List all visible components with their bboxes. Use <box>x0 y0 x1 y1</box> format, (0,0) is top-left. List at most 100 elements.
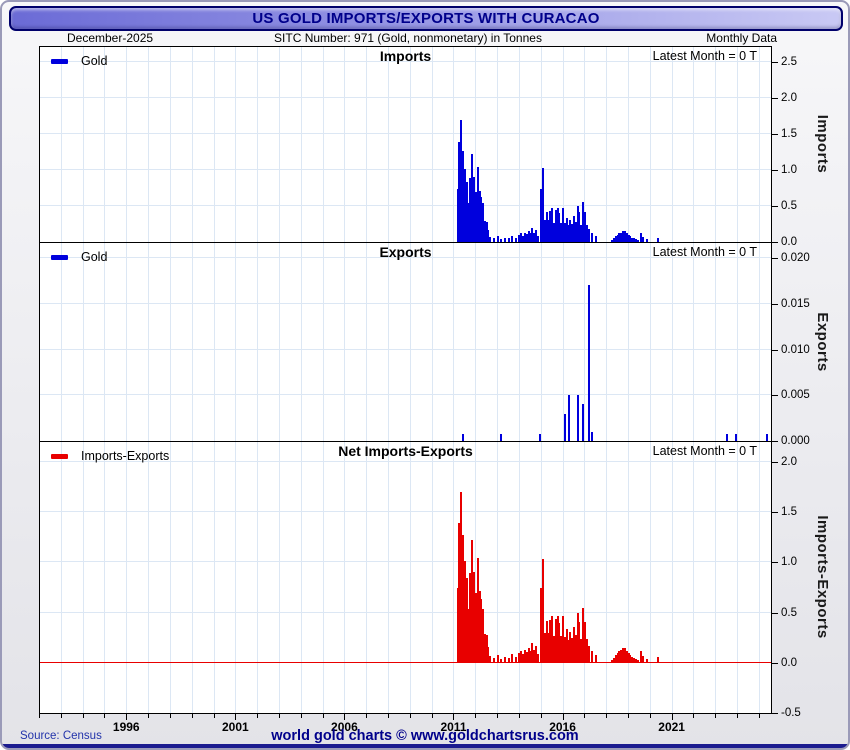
bar <box>536 235 539 242</box>
bar <box>642 655 645 663</box>
bar <box>522 235 525 242</box>
bar <box>483 221 486 242</box>
bar <box>612 657 615 663</box>
bar <box>554 618 557 663</box>
bar <box>465 578 468 663</box>
bar <box>567 225 570 242</box>
y-tick-label: 0.015 <box>781 297 810 310</box>
bar <box>492 238 495 242</box>
bar <box>478 591 481 663</box>
header-sitc-number: SITC Number: 971 (Gold, nonmonetary) in … <box>274 31 542 45</box>
x-axis-tick <box>148 714 150 718</box>
gridline-vertical <box>82 442 84 713</box>
bar <box>583 212 586 242</box>
bar <box>627 652 630 663</box>
bar <box>574 634 577 663</box>
x-axis-tick <box>475 714 477 718</box>
bar <box>471 540 474 663</box>
bar <box>531 227 534 242</box>
bar <box>580 224 583 242</box>
x-axis-tick <box>388 714 390 718</box>
y-axis-tick <box>771 441 778 442</box>
gridline-vertical <box>671 243 673 441</box>
gridline-horizontal <box>40 302 771 304</box>
bar <box>563 223 566 242</box>
bar <box>552 222 555 242</box>
bar <box>520 233 523 242</box>
bottom-border <box>2 744 848 748</box>
y-axis-tick <box>771 169 778 171</box>
x-axis-tick <box>562 714 564 720</box>
x-axis-tick <box>257 714 259 718</box>
bar <box>529 650 532 663</box>
bar <box>622 647 625 663</box>
bar <box>614 236 617 242</box>
bar <box>542 167 544 242</box>
bar <box>572 216 575 242</box>
bar <box>562 208 565 242</box>
bar <box>578 212 581 242</box>
gridline-vertical <box>649 442 651 713</box>
gridline-vertical <box>257 243 259 441</box>
gridline-vertical <box>191 47 193 242</box>
bar <box>616 652 619 663</box>
bar <box>656 237 659 242</box>
bar <box>582 607 585 663</box>
bar <box>618 650 621 663</box>
gridline-vertical <box>693 47 695 242</box>
bar <box>558 213 561 242</box>
y-axis-tick <box>771 205 778 207</box>
bar <box>489 655 492 663</box>
bar <box>462 150 465 242</box>
gridline-vertical <box>322 442 324 713</box>
bar <box>503 656 506 663</box>
bar <box>551 208 554 242</box>
gridline-horizontal <box>40 511 771 513</box>
bar <box>632 657 635 663</box>
gridline-vertical <box>475 243 477 441</box>
gridline-vertical <box>169 442 171 713</box>
bar <box>511 235 514 242</box>
gridline-vertical <box>235 442 237 713</box>
legend-swatch <box>51 453 68 459</box>
bar <box>587 285 590 441</box>
x-axis-tick <box>649 714 651 718</box>
gridline-vertical <box>693 442 695 713</box>
bar <box>571 224 574 242</box>
latest-month-annotation: Latest Month = 0 T <box>652 49 757 63</box>
x-axis-tick <box>518 714 520 718</box>
gridline-vertical <box>497 47 499 242</box>
legend-swatch <box>51 254 68 260</box>
y-axis-tick <box>771 242 778 243</box>
watermark-label: world gold charts © www.goldchartsrus.co… <box>271 728 579 744</box>
x-tick-label: 2021 <box>658 720 685 734</box>
bar <box>580 638 583 663</box>
bar <box>482 203 484 242</box>
gridline-vertical <box>409 47 411 242</box>
gridline-vertical <box>518 47 520 242</box>
x-axis-tick <box>693 714 695 718</box>
gridline-vertical <box>148 47 150 242</box>
x-axis-tick <box>737 714 739 718</box>
gridline-vertical <box>453 442 455 713</box>
bar <box>585 638 588 663</box>
x-tick-label: 2006 <box>331 720 358 734</box>
bar <box>567 640 570 663</box>
bar <box>623 231 626 242</box>
gridline-vertical <box>60 47 62 242</box>
gridline-horizontal <box>40 97 771 98</box>
bar <box>734 661 737 663</box>
gridline-vertical <box>213 442 215 713</box>
y-tick-label: 2.0 <box>781 91 797 104</box>
gridline-horizontal <box>40 394 771 396</box>
gridline-vertical <box>628 442 630 713</box>
gridline-vertical <box>497 243 499 441</box>
bar <box>533 232 536 242</box>
bar <box>538 433 541 441</box>
bar <box>618 233 621 242</box>
bar <box>458 523 461 663</box>
bar <box>496 654 499 663</box>
gridline-vertical <box>431 243 433 441</box>
legend-label: Imports-Exports <box>81 449 170 463</box>
gridline-vertical <box>278 47 280 242</box>
